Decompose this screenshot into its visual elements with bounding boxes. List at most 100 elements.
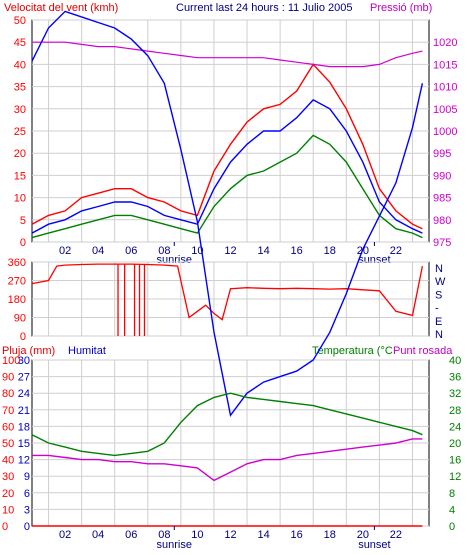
direction-tick-label: 270 — [8, 276, 26, 288]
wind-speed-tick-label: 50 — [14, 15, 26, 27]
hour-tick-label: 22 — [390, 529, 402, 541]
current-period-title: Current last 24 hours : 11 Julio 2005 — [176, 2, 353, 14]
humidity-tick-label: 27 — [18, 372, 30, 384]
direction-tick-label: 360 — [8, 257, 26, 269]
humidity-tick-label: 30 — [18, 355, 30, 367]
temperature-tick-label: 28 — [449, 405, 461, 417]
hour-tick-label: 02 — [59, 245, 71, 257]
wind-speed-tick-label: 10 — [14, 193, 26, 205]
hour-tick-label: 16 — [291, 245, 303, 257]
sunrise-label: sunrise — [157, 539, 192, 551]
wind-speed-tick-label: 15 — [14, 170, 26, 182]
rain-tick-label: 90 — [2, 372, 14, 384]
temperature-tick-label: 8 — [449, 488, 455, 500]
hour-tick-label: 18 — [324, 529, 336, 541]
hour-tick-label: 22 — [390, 245, 402, 257]
compass-label: E — [435, 316, 442, 328]
direction-tick-label: 0 — [20, 331, 26, 343]
rain-tick-label: 10 — [2, 504, 14, 516]
hour-tick-label: 10 — [191, 529, 203, 541]
rain-tick-label: 60 — [2, 421, 14, 433]
pressure-tick-label: 975 — [433, 237, 451, 249]
rain-tick-label: 30 — [2, 471, 14, 483]
wind-speed-tick-label: 5 — [20, 215, 26, 227]
pressure-tick-label: 1005 — [433, 104, 457, 116]
rain-tick-label: 70 — [2, 405, 14, 417]
temperature-tick-label: 4 — [449, 504, 455, 516]
humidity-tick-label: 0 — [24, 521, 30, 533]
wind-speed-tick-label: 40 — [14, 59, 26, 71]
pressure-tick-label: 995 — [433, 148, 451, 160]
dewpoint-title: Punt rosada — [393, 345, 453, 357]
humidity-title: Humitat — [68, 345, 106, 357]
compass-label: N — [435, 329, 443, 341]
humidity-tick-label: 18 — [18, 421, 30, 433]
hour-tick-label: 06 — [125, 529, 137, 541]
temperature-title: Temperatura (°C — [312, 345, 393, 357]
pressure-title: Pressió (mb) — [370, 2, 432, 14]
pressure-tick-label: 1020 — [433, 37, 457, 49]
direction-tick-label: 180 — [8, 294, 26, 306]
humidity-tick-label: 21 — [18, 405, 30, 417]
wind-speed-tick-label: 30 — [14, 104, 26, 116]
wind-speed-tick-label: 0 — [20, 237, 26, 249]
sunset-label: sunset — [358, 254, 390, 266]
compass-label: W — [435, 276, 446, 288]
humidity-tick-label: 24 — [18, 388, 30, 400]
wind-speed-tick-label: 20 — [14, 148, 26, 160]
humidity-tick-label: 3 — [24, 504, 30, 516]
rain-tick-label: 40 — [2, 455, 14, 467]
pressure-tick-label: 980 — [433, 215, 451, 227]
temperature-tick-label: 32 — [449, 388, 461, 400]
hour-tick-label: 14 — [257, 529, 269, 541]
rain-tick-label: 0 — [2, 521, 8, 533]
temperature-tick-label: 24 — [449, 421, 461, 433]
temperature-tick-label: 16 — [449, 455, 461, 467]
rain-title: Pluja (mm) — [2, 345, 55, 357]
hour-tick-label: 08 — [158, 245, 170, 257]
hour-tick-label: 10 — [191, 245, 203, 257]
wind-speed-tick-label: 35 — [14, 82, 26, 94]
compass-label: N — [435, 263, 443, 275]
chart-marks: 0510152025303540455097598098599099510001… — [2, 10, 461, 551]
hour-tick-label: 12 — [224, 529, 236, 541]
compass-label: S — [435, 289, 442, 301]
hour-tick-label: 06 — [125, 245, 137, 257]
pressure-tick-label: 1010 — [433, 82, 457, 94]
sunset-label: sunset — [358, 539, 390, 551]
pressure-tick-label: 1015 — [433, 59, 457, 71]
pressure-tick-label: 1000 — [433, 126, 457, 138]
wind-speed-tick-label: 45 — [14, 37, 26, 49]
temperature-tick-label: 36 — [449, 372, 461, 384]
hour-tick-label: 16 — [291, 529, 303, 541]
humidity-tick-label: 12 — [18, 455, 30, 467]
hour-tick-label: 08 — [158, 529, 170, 541]
temperature-tick-label: 12 — [449, 471, 461, 483]
hour-tick-label: 20 — [357, 529, 369, 541]
rain-tick-label: 50 — [2, 438, 14, 450]
direction-tick-label: 90 — [14, 313, 26, 325]
hour-tick-label: 18 — [324, 245, 336, 257]
temperature-tick-label: 0 — [449, 521, 455, 533]
pressure-tick-label: 985 — [433, 193, 451, 205]
pressure-tick-label: 990 — [433, 170, 451, 182]
hour-tick-label: 04 — [92, 245, 104, 257]
hour-tick-label: 14 — [257, 245, 269, 257]
humidity-tick-label: 6 — [24, 488, 30, 500]
temperature-tick-label: 20 — [449, 438, 461, 450]
humidity-tick-label: 9 — [24, 471, 30, 483]
hour-tick-label: 04 — [92, 529, 104, 541]
wind-speed-title: Velocitat del vent (kmh) — [4, 2, 118, 14]
hour-tick-label: 02 — [59, 529, 71, 541]
rain-tick-label: 80 — [2, 388, 14, 400]
compass-label: - — [435, 303, 439, 315]
humidity-tick-label: 15 — [18, 438, 30, 450]
sunrise-label: sunrise — [157, 254, 192, 266]
temperature-tick-label: 40 — [449, 355, 461, 367]
wind-speed-tick-label: 25 — [14, 126, 26, 138]
rain-tick-label: 20 — [2, 488, 14, 500]
hour-tick-label: 12 — [224, 245, 236, 257]
rain-tick-label: 100 — [2, 355, 20, 367]
